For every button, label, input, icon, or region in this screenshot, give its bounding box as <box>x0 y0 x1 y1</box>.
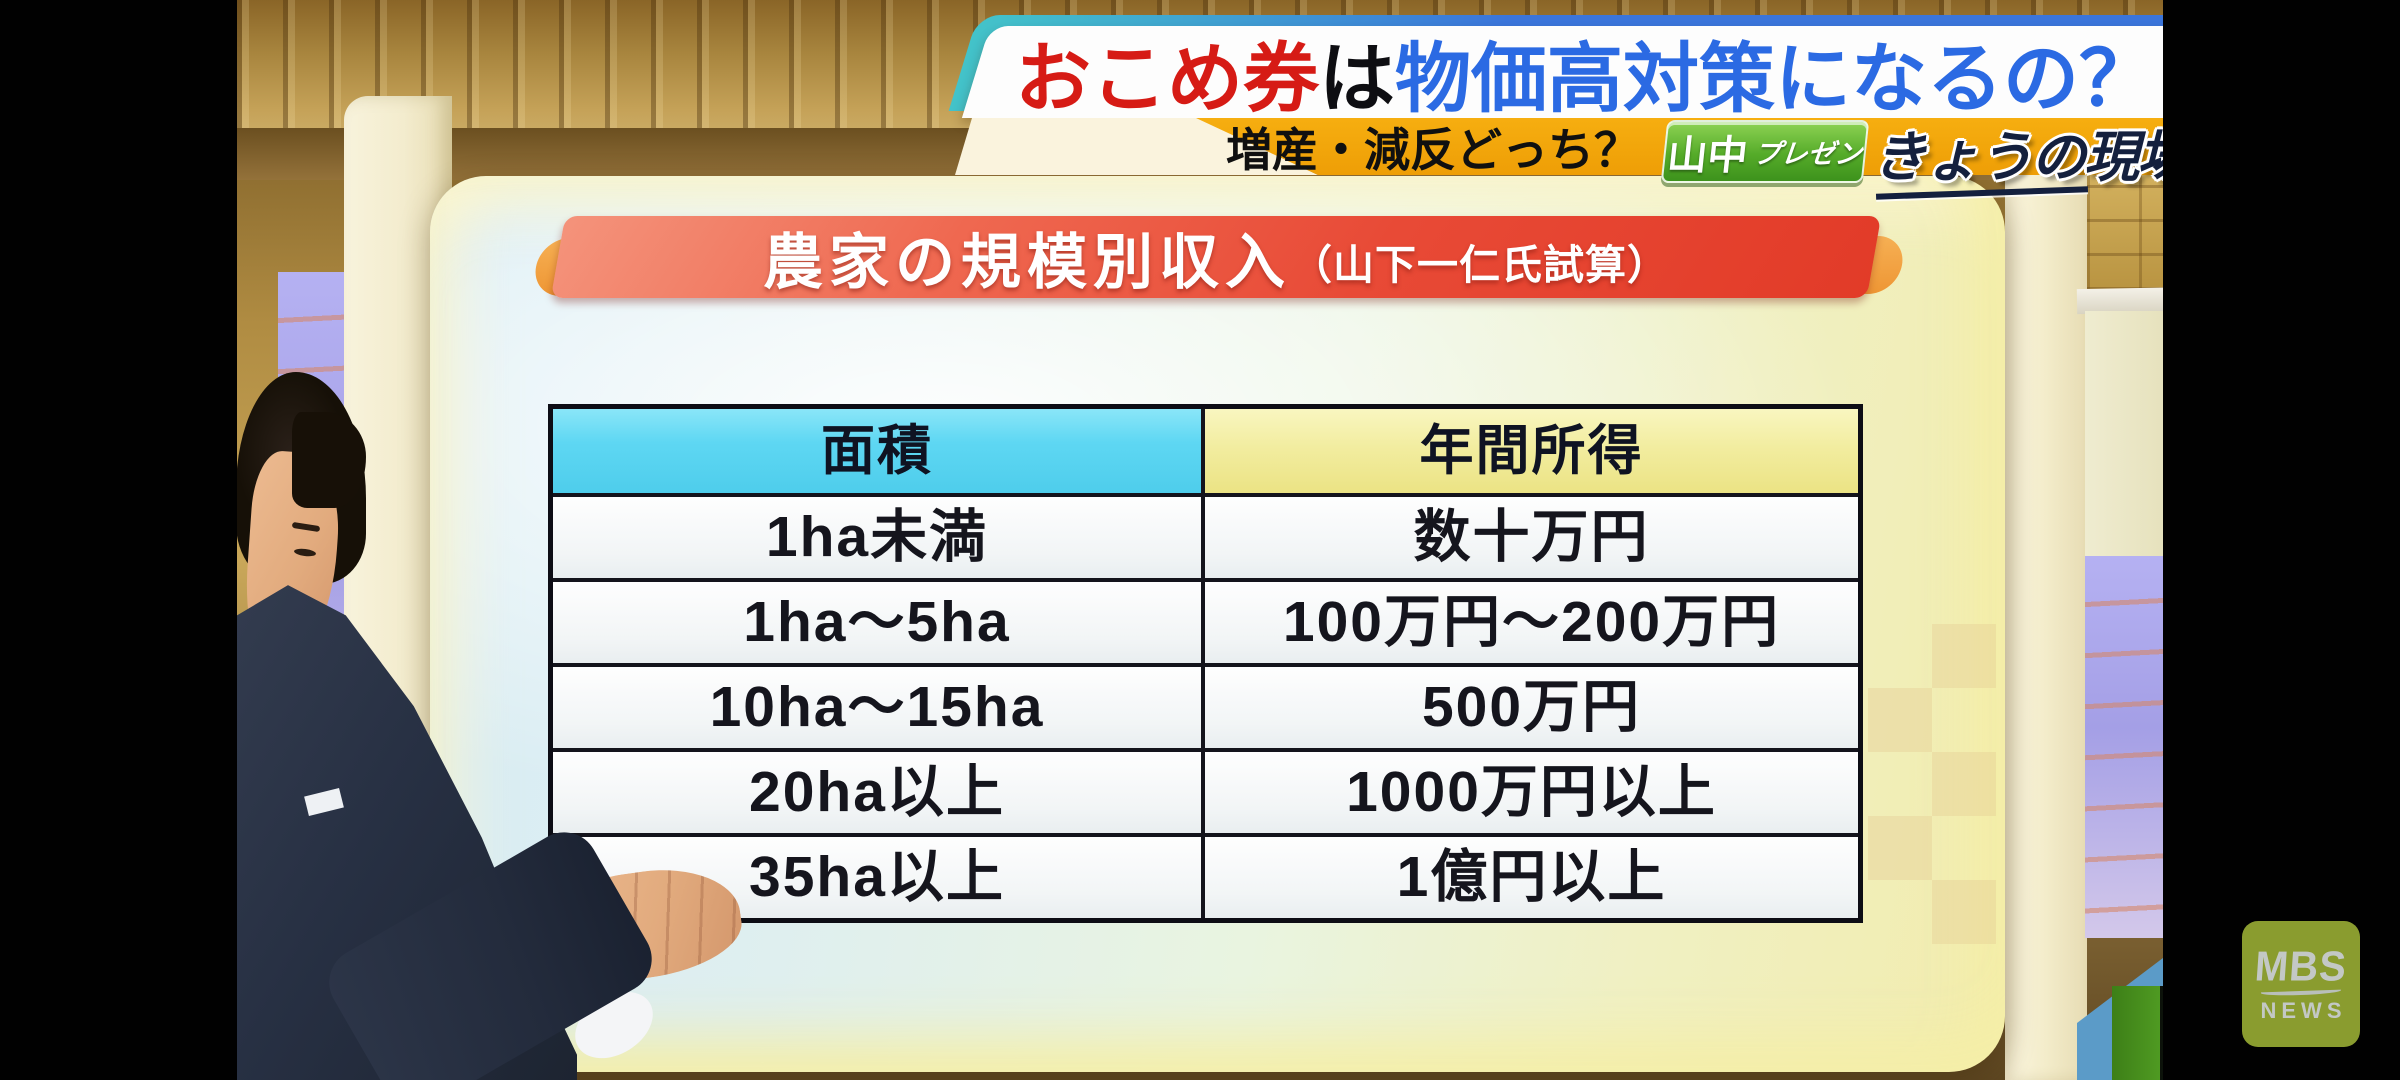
ribbon-title: 農家の規模別収入 （山下一仁氏試算） <box>558 216 1874 298</box>
table-cell-area-3: 20ha以上 <box>553 752 1201 833</box>
table-cell-income-4: 1億円以上 <box>1205 837 1858 918</box>
letterbox-bar-left <box>0 0 237 1080</box>
panel-checker-decor <box>1932 624 1996 688</box>
ribbon-title-note: （山下一仁氏試算） <box>1291 242 1669 288</box>
letterbox-bar-right <box>2163 0 2400 1080</box>
mbs-news-watermark: MBS NEWS <box>2242 921 2360 1047</box>
presenter-hair-fringe <box>292 412 366 508</box>
headline-rest: 物価高対策になるの？ <box>1395 37 2155 122</box>
panel-checker-decor <box>1868 688 1932 752</box>
headline-highlight: おこめ券 <box>1015 37 1319 122</box>
income-table: 面積 年間所得 1ha未満 数十万円 1ha〜5ha 100万円〜200万円 1… <box>548 404 1863 923</box>
studio-green-panel-right <box>2112 986 2166 1080</box>
table-cell-income-2: 500万円 <box>1205 667 1858 748</box>
studio-pillar-right <box>2005 90 2087 1080</box>
presenter-badge-suffix: プレゼン <box>1752 139 1864 169</box>
mbs-logo-swoosh <box>2260 989 2342 996</box>
panel-checker-decor <box>1868 816 1932 880</box>
headline: おこめ券 は 物価高対策になるの？ <box>995 26 2175 122</box>
presenter-badge: 山中 プレゼン <box>1660 120 1870 183</box>
mbs-news-text: NEWS <box>2260 997 2347 1023</box>
table-cell-income-3: 1000万円以上 <box>1205 752 1858 833</box>
table-cell-income-0: 数十万円 <box>1205 497 1858 578</box>
table-cell-income-1: 100万円〜200万円 <box>1205 582 1858 663</box>
presenter-badge-name: 山中 <box>1665 133 1750 178</box>
table-header-area: 面積 <box>553 409 1201 493</box>
ribbon-title-text: 農家の規模別収入 <box>763 228 1291 296</box>
panel-checker-decor <box>1932 752 1996 816</box>
topic-question: 増産・減反どっち？ <box>1226 124 1640 176</box>
headline-connector: は <box>1319 37 1395 122</box>
table-cell-area-2: 10ha〜15ha <box>553 667 1201 748</box>
table-header-income: 年間所得 <box>1205 409 1858 493</box>
table-cell-area-1: 1ha〜5ha <box>553 582 1201 663</box>
table-cell-area-0: 1ha未満 <box>553 497 1201 578</box>
program-logo: きょうの現場 <box>1872 126 2192 188</box>
panel-checker-decor <box>1932 880 1996 944</box>
mbs-logo-text: MBS <box>2253 943 2349 990</box>
